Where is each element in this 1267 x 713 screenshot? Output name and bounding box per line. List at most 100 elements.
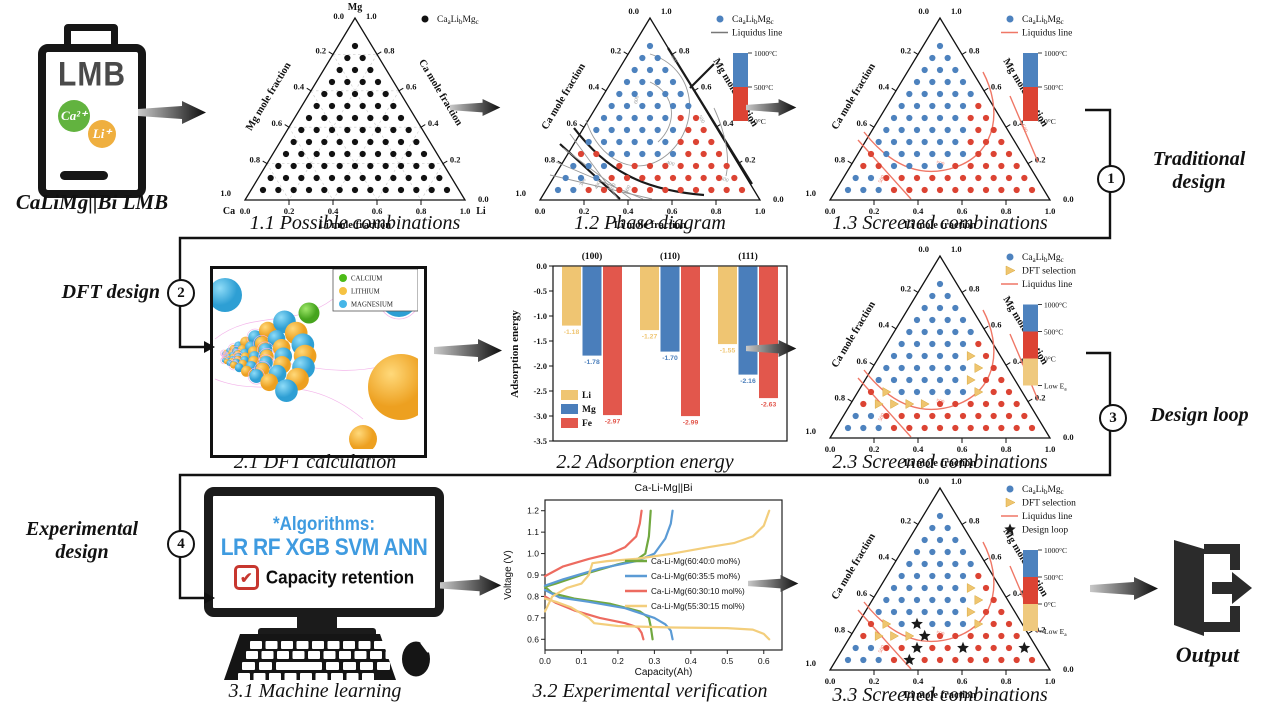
svg-text:0.0: 0.0 bbox=[1063, 664, 1074, 674]
checkbox-icon: ✔ bbox=[233, 565, 259, 590]
algorithms-list: LR RF XGB SVM ANN bbox=[220, 534, 428, 561]
svg-text:0.2: 0.2 bbox=[1035, 624, 1046, 634]
svg-text:Ca mole fraction: Ca mole fraction bbox=[830, 300, 878, 370]
svg-text:Liquidus line: Liquidus line bbox=[1022, 512, 1072, 522]
svg-text:-0.5: -0.5 bbox=[534, 286, 547, 296]
svg-text:-2.63: -2.63 bbox=[761, 402, 777, 409]
svg-text:Fe: Fe bbox=[582, 419, 592, 429]
svg-text:0.0: 0.0 bbox=[1063, 432, 1074, 442]
ternary-possible-combinations: 0.2 0.80.4 0.60.6 0.40.8 0.20.0 0.2 0.4 0.6 0.8 1… bbox=[220, 2, 488, 231]
svg-text:0.4: 0.4 bbox=[913, 676, 924, 686]
svg-text:Ca mole fraction: Ca mole fraction bbox=[830, 62, 878, 132]
svg-text:LITHIUM: LITHIUM bbox=[351, 289, 380, 296]
svg-text:-1.0: -1.0 bbox=[534, 311, 547, 321]
svg-text:0.8: 0.8 bbox=[969, 283, 980, 293]
caption-2-3: 2.3 Screened combinations bbox=[832, 451, 1048, 473]
svg-text:CaaLibMgc: CaaLibMgc bbox=[437, 15, 479, 26]
svg-text:0.2: 0.2 bbox=[316, 45, 327, 55]
svg-text:0.2: 0.2 bbox=[450, 154, 461, 164]
label-traditional-design: Traditional design bbox=[1152, 148, 1246, 193]
svg-text:Liquidus line: Liquidus line bbox=[1022, 29, 1072, 39]
caption-3-1: 3.1 Machine learning bbox=[228, 680, 402, 702]
svg-text:0.2: 0.2 bbox=[611, 45, 622, 55]
svg-text:0°C: 0°C bbox=[754, 117, 766, 126]
svg-text:1.0: 1.0 bbox=[951, 476, 962, 486]
svg-text:1.0: 1.0 bbox=[220, 188, 231, 198]
svg-text:0.6: 0.6 bbox=[857, 588, 868, 598]
caption-1-1: 1.1 Possible combinations bbox=[249, 212, 461, 234]
svg-text:0.8: 0.8 bbox=[969, 515, 980, 525]
svg-text:-1.18: -1.18 bbox=[564, 329, 580, 336]
step-3-badge: 3 bbox=[1099, 404, 1127, 432]
svg-text:0.7: 0.7 bbox=[527, 613, 539, 623]
bar-chart-adsorption-energy: 0.0 -0.5 -1.0 -1.5 -2.0 -2.5 -3.0 -3.5 Adsorptio… bbox=[509, 251, 788, 446]
svg-text:Ca mole fraction: Ca mole fraction bbox=[830, 532, 878, 602]
svg-text:-3.0: -3.0 bbox=[534, 411, 547, 421]
ternary-screened-3: 0.2 0.80.4 0.60.6 0.40.8 0.20.0 0.2 0.4 0.6 0.8 1… bbox=[805, 476, 1076, 701]
svg-text:0.0: 0.0 bbox=[918, 6, 929, 16]
battery-charge-bar bbox=[60, 171, 108, 180]
battery-label: LMB bbox=[58, 55, 126, 94]
svg-text:-1.55: -1.55 bbox=[720, 348, 736, 355]
svg-text:0.8: 0.8 bbox=[545, 154, 556, 164]
svg-text:Li mole fraction: Li mole fraction bbox=[904, 690, 976, 701]
svg-text:CaaLibMgc: CaaLibMgc bbox=[732, 15, 774, 26]
svg-text:Ca mole fraction: Ca mole fraction bbox=[416, 58, 464, 128]
algorithms-title: *Algorithms: bbox=[273, 512, 375, 535]
svg-text:0.0: 0.0 bbox=[918, 244, 929, 254]
svg-text:0°C: 0°C bbox=[1044, 117, 1056, 126]
svg-text:CaaLibMgc: CaaLibMgc bbox=[1022, 485, 1064, 496]
monitor-base bbox=[258, 628, 376, 637]
svg-text:0.1: 0.1 bbox=[576, 656, 588, 666]
step-4-badge: 4 bbox=[167, 530, 195, 558]
svg-text:0.2: 0.2 bbox=[901, 515, 912, 525]
caption-1-3: 1.3 Screened combinations bbox=[832, 212, 1048, 234]
svg-text:0.8: 0.8 bbox=[250, 154, 261, 164]
svg-text:Mg: Mg bbox=[582, 405, 596, 415]
svg-text:(110): (110) bbox=[660, 251, 680, 262]
svg-text:0.0: 0.0 bbox=[536, 261, 547, 271]
svg-text:500°C: 500°C bbox=[1044, 573, 1063, 582]
svg-text:0.4: 0.4 bbox=[685, 656, 697, 666]
svg-text:600: 600 bbox=[624, 184, 633, 194]
ternary-phase-diagram: 0.2 0.80.4 0.60.6 0.40.8 0.20.0 0.2 0.4 0.6 0.8 1… bbox=[515, 6, 783, 231]
svg-text:Ca-Li-Mg(60:40:0 mol%): Ca-Li-Mg(60:40:0 mol%) bbox=[651, 557, 740, 566]
lithium-ion-icon: Li⁺ bbox=[88, 120, 116, 148]
svg-text:0.8: 0.8 bbox=[1001, 676, 1012, 686]
svg-text:(100): (100) bbox=[582, 251, 603, 262]
svg-text:1000°C: 1000°C bbox=[1044, 301, 1067, 310]
svg-text:1.0: 1.0 bbox=[515, 188, 526, 198]
ternary-screened-2: 0.2 0.80.4 0.60.6 0.40.8 0.20.0 0.2 0.4 0.6 0.8 1… bbox=[805, 244, 1076, 469]
svg-text:0.6: 0.6 bbox=[857, 118, 868, 128]
svg-text:Capacity(Ah): Capacity(Ah) bbox=[635, 667, 693, 678]
svg-text:1.0: 1.0 bbox=[661, 6, 672, 16]
caption-1-2: 1.2 Phase diagram bbox=[574, 212, 726, 234]
dft-structure-image: CALCIUM LITHIUM MAGNESIUM bbox=[210, 266, 427, 458]
svg-text:0.0: 0.0 bbox=[333, 11, 344, 21]
svg-text:1.0: 1.0 bbox=[805, 188, 816, 198]
svg-text:1000°C: 1000°C bbox=[1044, 546, 1067, 555]
svg-text:500°C: 500°C bbox=[754, 83, 773, 92]
svg-text:0.3: 0.3 bbox=[648, 656, 660, 666]
arrow-2-1-to-2-2 bbox=[434, 339, 502, 362]
step-2-badge: 2 bbox=[167, 279, 195, 307]
svg-text:1.0: 1.0 bbox=[527, 549, 539, 559]
svg-text:0.6: 0.6 bbox=[567, 118, 578, 128]
svg-text:0.4: 0.4 bbox=[879, 320, 890, 330]
svg-text:Low Ea: Low Ea bbox=[1044, 382, 1067, 393]
svg-text:0.0: 0.0 bbox=[539, 656, 551, 666]
svg-text:Low Ea: Low Ea bbox=[1044, 627, 1067, 638]
svg-text:1000°C: 1000°C bbox=[754, 49, 777, 58]
step-1-badge: 1 bbox=[1097, 165, 1125, 193]
svg-text:500: 500 bbox=[878, 644, 887, 654]
svg-text:1.0: 1.0 bbox=[805, 658, 816, 668]
svg-text:0.4: 0.4 bbox=[294, 82, 305, 92]
svg-text:0°C: 0°C bbox=[1044, 600, 1056, 609]
svg-text:-1.78: -1.78 bbox=[584, 359, 600, 366]
caption-3-3: 3.3 Screened combinations bbox=[832, 684, 1048, 706]
svg-text:-1.27: -1.27 bbox=[642, 334, 658, 341]
svg-text:600: 600 bbox=[633, 95, 640, 104]
svg-text:1.0: 1.0 bbox=[366, 11, 377, 21]
svg-text:0.4: 0.4 bbox=[879, 552, 890, 562]
